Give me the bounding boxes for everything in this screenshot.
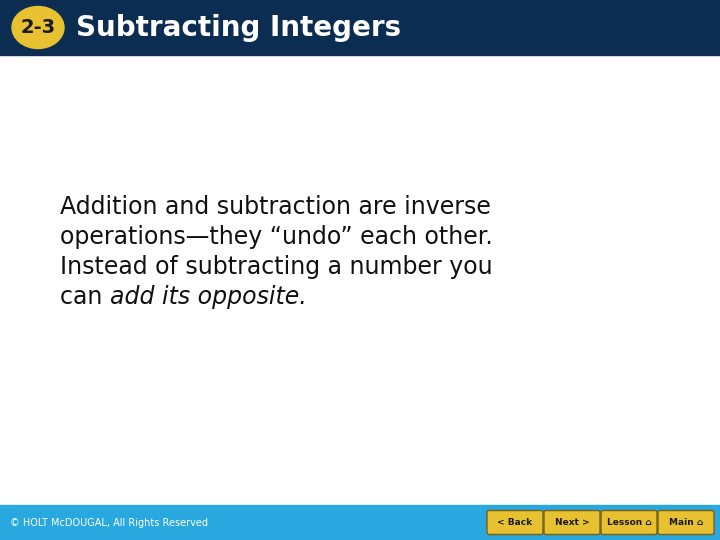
Text: can: can xyxy=(60,285,110,309)
Text: < Back: < Back xyxy=(498,518,533,527)
Text: Instead of subtracting a number you: Instead of subtracting a number you xyxy=(60,255,492,279)
FancyBboxPatch shape xyxy=(544,510,600,535)
FancyBboxPatch shape xyxy=(601,510,657,535)
Text: Subtracting Integers: Subtracting Integers xyxy=(76,14,401,42)
Text: 2-3: 2-3 xyxy=(20,18,55,37)
Bar xyxy=(0,505,720,540)
FancyBboxPatch shape xyxy=(658,510,714,535)
Text: Addition and subtraction are inverse: Addition and subtraction are inverse xyxy=(60,195,491,219)
Text: Next >: Next > xyxy=(554,518,589,527)
Bar xyxy=(0,0,720,55)
Text: operations—they “undo” each other.: operations—they “undo” each other. xyxy=(60,225,492,249)
Text: Lesson ⌂: Lesson ⌂ xyxy=(606,518,652,527)
Text: © HOLT McDOUGAL, All Rights Reserved: © HOLT McDOUGAL, All Rights Reserved xyxy=(10,517,208,528)
Text: add its opposite.: add its opposite. xyxy=(110,285,307,309)
Ellipse shape xyxy=(12,6,64,49)
FancyBboxPatch shape xyxy=(487,510,543,535)
Text: Main ⌂: Main ⌂ xyxy=(669,518,703,527)
